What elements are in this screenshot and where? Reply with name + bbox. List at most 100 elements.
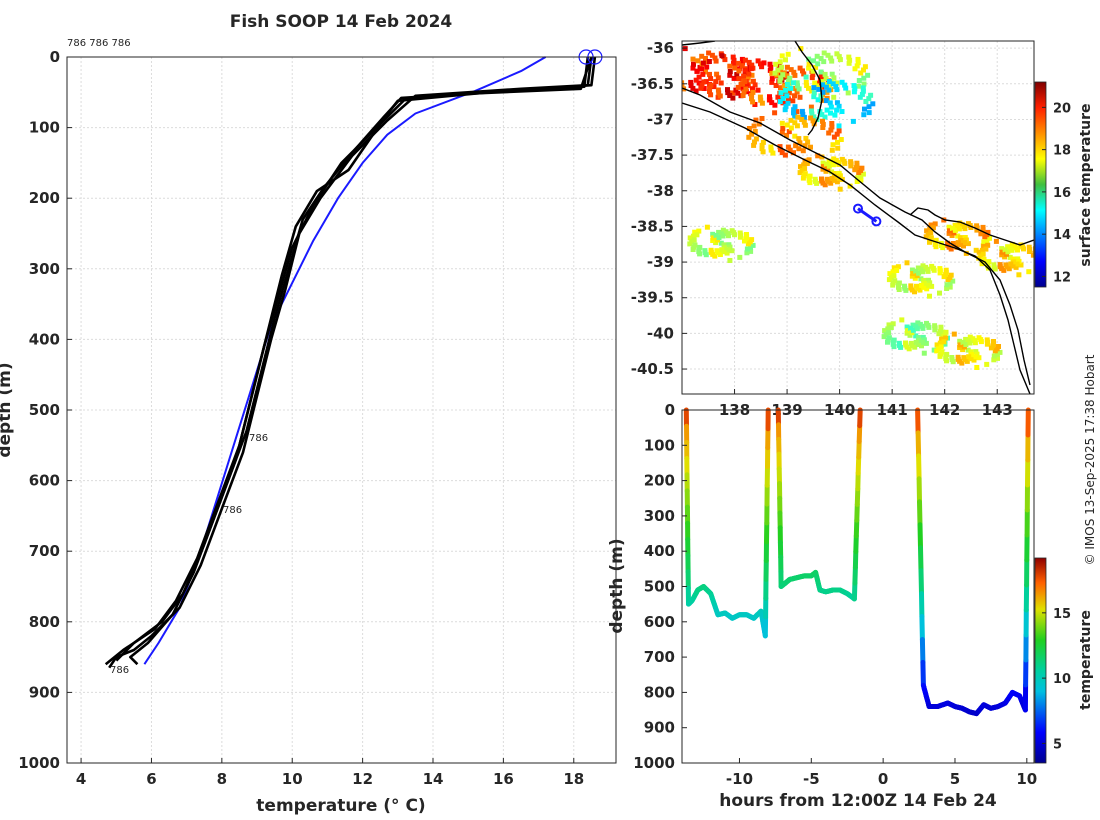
section-y-tick-label: 500 [644,578,675,596]
sst-pixel [834,179,840,185]
sst-pixel [987,235,992,241]
sst-pixel [852,167,858,173]
profile-annotation: 786 786 786 [67,38,131,49]
sst-pixel [782,107,788,113]
sst-pixel [713,58,719,64]
sst-pixel [866,96,872,102]
profile-line-cast-4 [115,56,593,662]
sst-pixel [811,90,817,96]
sst-pixel [939,349,945,355]
sst-pixel [788,67,794,73]
section-segment-tow-2 [851,580,858,602]
sst-pixel [827,100,833,106]
figure-title: Fish SOOP 14 Feb 2024 [230,12,453,32]
sst-pixel [834,100,840,106]
sst-pixel [802,158,808,164]
sst-pixel [829,175,835,181]
sst-pixel [824,107,830,113]
sst-pixel [806,56,812,62]
sst-pixel [937,290,942,296]
sst-pixel [863,99,869,104]
sst-pixel [714,71,720,77]
sst-pixel [731,60,736,66]
sst-pixel [782,152,788,158]
sst-pixel [708,247,714,253]
sst-pixel [785,78,791,84]
profile-y-ticks: 0 100 200 300 400 500 600 700 800 900 1000 [18,48,72,772]
sst-pixel [915,265,921,271]
sst-pixel [957,345,963,350]
sst-pixel [777,59,783,65]
sst-pixel [784,122,790,128]
sst-pixel [979,247,985,253]
sst-pixel [787,147,793,153]
sst-pixel [955,354,961,360]
sst-pixel [924,228,930,234]
section-x-axis-label: hours from 12:00Z 14 Feb 24 [719,791,997,811]
sst-pixel [994,351,1000,357]
sst-pixel [717,93,723,99]
sst-pixel [699,53,705,59]
sst-pixel [974,227,980,233]
sst-pixel [780,96,786,101]
sst-pixel [710,235,716,241]
sst-pixel [823,161,829,167]
sst-pixel [767,61,773,67]
sst-pixel [727,244,733,250]
profile-annotation: 786 [110,665,129,676]
sst-pixel [956,226,962,232]
sst-pixel [759,146,765,152]
sst-pixel [819,154,825,160]
sst-pixel [810,72,816,77]
sst-pixel [793,143,799,149]
sst-pixel [707,71,712,77]
sst-pixel [773,61,779,67]
sst-pixel [949,355,955,360]
sst-pixel [894,268,900,273]
sst-pixel [822,71,828,77]
sst-pixel [957,338,963,344]
sst-pixel [801,114,807,120]
sst-pixel [790,98,796,104]
sst-pixel [854,179,860,184]
sst-pixel [892,278,898,284]
sst-pixel [866,110,872,116]
sst-pixel [759,116,765,121]
sst-pixel [757,94,763,100]
sst-pixel [767,97,773,103]
sst-pixel [963,336,969,342]
sst-pixel [658,62,663,67]
sst-pixel [736,68,742,74]
sst-pixel [993,238,999,244]
sst-pixel [811,114,817,120]
map-colorbar-ticks: 12 14 16 18 20 [1042,101,1071,285]
depth-time-panel: -10 -5 0 5 10 0 100 200 300 400 500 600 700 800 900 10… [607,401,1094,811]
sst-pixel [778,68,783,73]
sst-pixel [784,132,790,138]
sst-pixel [715,75,721,81]
sst-pixel [759,64,765,70]
sst-pixel [882,328,888,334]
sst-pixel [725,247,731,253]
sst-pixel [692,229,698,235]
sst-pixel [931,267,937,273]
map-y-tick-label: -39.5 [631,289,674,307]
sst-pixel [973,247,979,253]
sst-pixel [716,229,722,235]
profile-y-tick-label: 800 [29,613,60,631]
sst-pixel [788,125,794,131]
sst-pixel [972,340,978,346]
sst-pixel [905,328,910,334]
section-segment-tow-2 [853,533,859,555]
sst-pixel [733,87,739,93]
sst-pixel [834,80,840,86]
profile-y-tick-label: 0 [50,48,60,66]
sst-pixel [812,176,818,182]
sst-pixel [921,277,927,283]
sst-pixel [730,54,736,60]
sst-pixel [751,142,757,148]
sst-pixel [785,144,791,150]
map-y-tick-label: -37.5 [631,146,674,164]
section-y-tick-label: 400 [644,542,675,560]
sst-pixel [920,263,926,269]
